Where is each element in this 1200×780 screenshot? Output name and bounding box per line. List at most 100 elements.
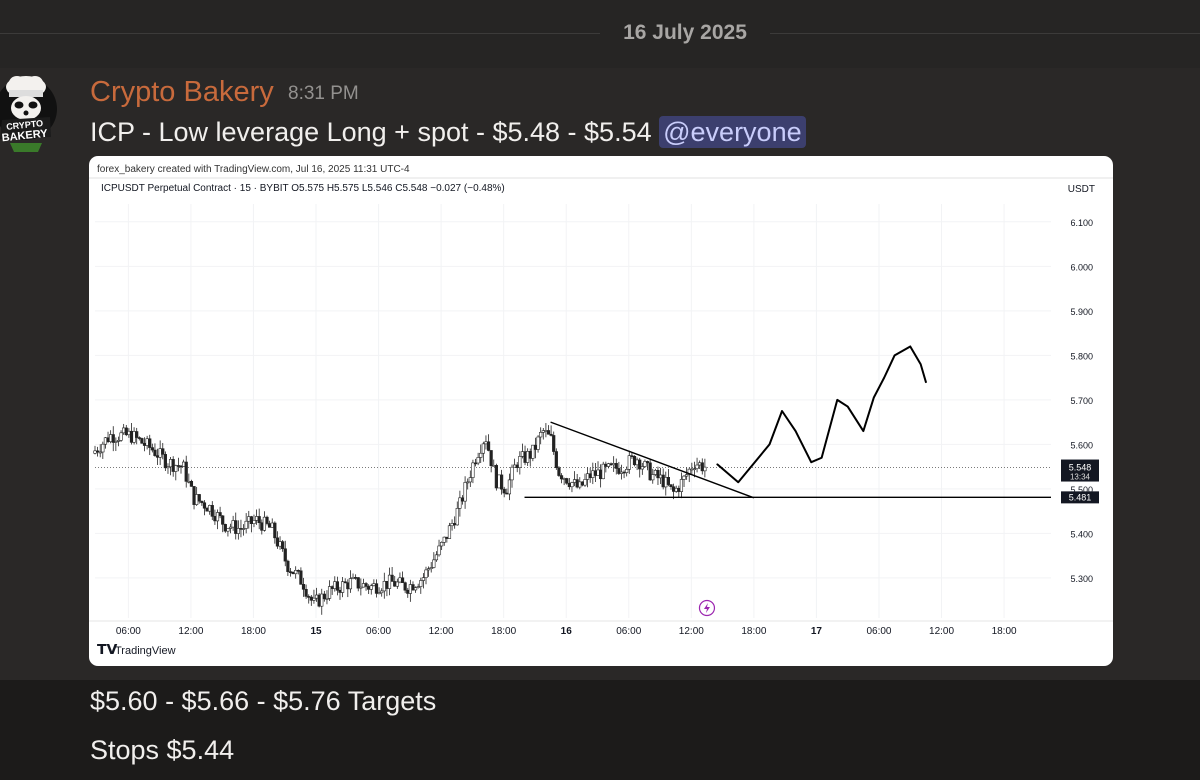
- chart-image[interactable]: forex_bakery created with TradingView.co…: [89, 156, 1113, 666]
- candle-down: [197, 494, 201, 502]
- candle-up: [698, 462, 702, 466]
- avatar[interactable]: CRYPTO BAKERY: [0, 73, 60, 155]
- candle-down: [346, 582, 350, 590]
- candle-up: [387, 574, 392, 589]
- candle-down: [473, 462, 478, 465]
- candle-up: [432, 559, 436, 568]
- y-tick-label: 6.100: [1070, 218, 1093, 228]
- candle-up: [471, 462, 475, 478]
- y-tick-label: 5.900: [1070, 307, 1093, 317]
- y-tick-label: 5.400: [1070, 529, 1093, 539]
- candle-up: [132, 431, 136, 443]
- candle-up: [682, 475, 686, 480]
- candle-up: [372, 583, 376, 586]
- candle-up: [424, 569, 428, 578]
- candle-down: [106, 437, 110, 443]
- candle-up: [679, 479, 684, 492]
- candle-up: [333, 581, 337, 589]
- candle-down: [445, 536, 449, 539]
- candle-up: [627, 455, 631, 470]
- candle-up: [247, 516, 251, 522]
- candle-down: [617, 468, 621, 474]
- x-tick-label: 06:00: [866, 626, 891, 637]
- candle-up: [158, 448, 162, 458]
- lightning-glyph-icon: [703, 603, 710, 613]
- date-divider-label: 16 July 2025: [623, 21, 747, 44]
- candle-up: [458, 497, 462, 509]
- candle-down: [604, 463, 608, 467]
- chart-credit: forex_bakery created with TradingView.co…: [97, 164, 410, 175]
- candle-up: [513, 464, 517, 468]
- candle-up: [695, 464, 699, 469]
- candle-down: [179, 465, 183, 468]
- candle-down: [96, 450, 100, 453]
- candle-up: [635, 459, 639, 466]
- x-tick-label: 06:00: [366, 626, 391, 637]
- candle-up: [254, 516, 259, 521]
- candle-down: [309, 596, 313, 601]
- x-tick-label: 17: [811, 626, 823, 637]
- candle-down: [273, 522, 277, 539]
- candle-up: [380, 590, 384, 594]
- candle-down: [406, 589, 410, 594]
- candle-down: [137, 437, 141, 439]
- chat-message: CRYPTO BAKERY Crypto Bakery 8:31 PM ICP …: [0, 68, 1200, 680]
- candle-up: [236, 528, 240, 534]
- candle-up: [479, 452, 483, 458]
- candle-down: [343, 581, 347, 584]
- mention-everyone[interactable]: @everyone: [659, 116, 806, 148]
- candle-up: [244, 520, 248, 529]
- candle-down: [552, 435, 556, 452]
- candle-up: [653, 470, 657, 475]
- candle-down: [192, 486, 196, 505]
- candle-up: [651, 474, 655, 481]
- candle-up: [416, 586, 420, 588]
- candle-up: [674, 487, 678, 492]
- candle-down: [140, 438, 144, 444]
- candle-down: [161, 448, 165, 455]
- candle-up: [640, 466, 644, 470]
- x-tick-label: 18:00: [992, 626, 1017, 637]
- candle-up: [692, 468, 697, 470]
- candle-up: [518, 456, 522, 468]
- y-tick-label: 5.600: [1070, 440, 1093, 450]
- candle-up: [320, 593, 324, 607]
- candle-up: [262, 516, 267, 531]
- candle-down: [265, 516, 269, 524]
- x-tick-label: 12:00: [178, 626, 203, 637]
- candle-up: [182, 461, 186, 467]
- message-text: ICP - Low leverage Long + spot - $5.48 -…: [90, 116, 806, 148]
- candle-down: [489, 450, 493, 466]
- candle-up: [226, 528, 230, 532]
- username[interactable]: Crypto Bakery: [90, 76, 274, 108]
- candle-up: [252, 520, 256, 524]
- candle-down: [364, 583, 368, 587]
- candle-down: [213, 516, 217, 522]
- candle-up: [570, 482, 574, 488]
- candle-up: [664, 477, 668, 488]
- stops-text: Stops $5.44: [90, 735, 235, 765]
- candle-down: [335, 581, 339, 591]
- candle-up: [536, 436, 540, 450]
- candle-down: [559, 475, 564, 480]
- candle-up: [361, 583, 366, 588]
- candle-up: [625, 469, 629, 473]
- alert-lightning-icon: [698, 599, 716, 617]
- candle-up: [195, 494, 199, 505]
- candle-up: [398, 577, 402, 583]
- date-divider: 16 July 2025: [0, 0, 1200, 68]
- candle-up: [241, 528, 246, 530]
- candle-down: [367, 586, 371, 590]
- candle-down: [499, 474, 504, 490]
- candle-up: [578, 481, 582, 488]
- candle-up: [510, 466, 514, 481]
- candle-up: [369, 585, 373, 590]
- candle-up: [507, 479, 512, 495]
- candle-down: [142, 442, 147, 446]
- candle-down: [299, 570, 303, 585]
- candle-down: [330, 586, 334, 589]
- message-timestamp: 8:31 PM: [288, 83, 359, 104]
- x-tick-label: 18:00: [491, 626, 516, 637]
- candle-up: [114, 441, 118, 443]
- candle-up: [429, 567, 433, 569]
